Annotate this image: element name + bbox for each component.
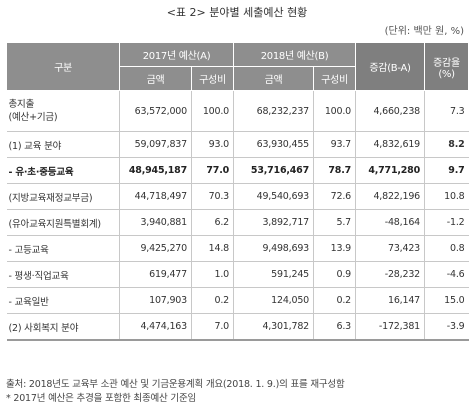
table-title: <표 2> 분야별 세출예산 현황 — [166, 6, 308, 19]
header-category: 구분 — [6, 42, 120, 91]
amount-2017: 619,477 — [119, 261, 192, 288]
row-label: 총지출 (예산+기금) — [6, 90, 120, 132]
share-2018: 5.7 — [313, 209, 357, 236]
amount-2018: 68,232,237 — [233, 90, 315, 132]
row-label: - 고등교육 — [6, 235, 120, 262]
row-label: (유아교육지원특별회계) — [6, 209, 120, 236]
share-2018: 0.2 — [313, 287, 357, 314]
table-notes: 출처: 2018년도 교육부 소관 예산 및 기금운용계획 개요(2018. 1… — [6, 378, 345, 406]
change-amount: 16,147 — [355, 287, 426, 314]
change-rate: 0.8 — [424, 235, 469, 262]
amount-2017: 59,097,837 — [119, 131, 192, 158]
table-row: (유아교육지원특별회계) 3,940,881 6.2 3,892,717 5.7… — [6, 209, 469, 236]
row-label: (1) 교육 분야 — [6, 131, 120, 158]
share-2018: 93.7 — [313, 131, 357, 158]
header-change: 증감(B-A) — [355, 42, 426, 91]
table-row: (지방교육재정교부금) 44,718,497 70.3 49,540,693 7… — [6, 183, 469, 210]
amount-2017: 107,903 — [119, 287, 192, 314]
row-label: - 교육일반 — [6, 287, 120, 314]
change-amount: 4,822,196 — [355, 183, 426, 210]
header-budget-2018: 2018년 예산(B) — [233, 42, 357, 67]
share-2017: 0.2 — [191, 287, 235, 314]
amount-2018: 124,050 — [233, 287, 315, 314]
amount-2017: 44,718,497 — [119, 183, 192, 210]
share-2018: 100.0 — [313, 90, 357, 132]
table-row: - 유·초·중등교육 48,945,187 77.0 53,716,467 78… — [6, 157, 469, 184]
change-amount: -172,381 — [355, 313, 426, 341]
amount-2017: 4,474,163 — [119, 313, 192, 341]
header-share-2018: 구성비 — [313, 66, 357, 91]
change-rate: 10.8 — [424, 183, 469, 210]
amount-2017: 3,940,881 — [119, 209, 192, 236]
budget-table: 구분 2017년 예산(A) 2018년 예산(B) 증감(B-A) 증감율(%… — [6, 42, 470, 341]
amount-2018: 4,301,782 — [233, 313, 315, 341]
share-2017: 6.2 — [191, 209, 235, 236]
change-rate: 8.2 — [424, 131, 469, 158]
share-2018: 6.3 — [313, 313, 357, 341]
table-row: - 교육일반 107,903 0.2 124,050 0.2 16,147 15… — [6, 287, 469, 314]
change-rate: 9.7 — [424, 157, 469, 184]
share-2017: 100.0 — [191, 90, 235, 132]
row-label: (2) 사회복지 분야 — [6, 313, 120, 341]
share-2018: 13.9 — [313, 235, 357, 262]
amount-2018: 53,716,467 — [233, 157, 315, 184]
share-2018: 72.6 — [313, 183, 357, 210]
change-rate: -3.9 — [424, 313, 469, 341]
amount-2018: 3,892,717 — [233, 209, 315, 236]
header-budget-2017: 2017년 예산(A) — [118, 42, 235, 67]
amount-2018: 49,540,693 — [233, 183, 315, 210]
table-row: (1) 교육 분야 59,097,837 93.0 63,930,455 93.… — [6, 131, 469, 158]
unit-label: (단위: 백만 원, %) — [384, 26, 464, 37]
share-2017: 1.0 — [191, 261, 235, 288]
amount-2017: 48,945,187 — [119, 157, 192, 184]
change-rate: -4.6 — [424, 261, 469, 288]
row-label: (지방교육재정교부금) — [6, 183, 120, 210]
change-amount: 4,660,238 — [355, 90, 426, 132]
table-row: (2) 사회복지 분야 4,474,163 7.0 4,301,782 6.3 … — [6, 313, 469, 341]
header-change-rate: 증감율(%) — [424, 42, 470, 91]
change-amount: 4,832,619 — [355, 131, 426, 158]
source-note: 출처: 2018년도 교육부 소관 예산 및 기금운용계획 개요(2018. 1… — [6, 379, 345, 390]
change-rate: 15.0 — [424, 287, 469, 314]
table-row: - 평생·직업교육 619,477 1.0 591,245 0.9 -28,23… — [6, 261, 469, 288]
header-amount-2017: 금액 — [119, 66, 192, 91]
table-row: 총지출 (예산+기금) 63,572,000 100.0 68,232,237 1… — [6, 90, 469, 132]
change-amount: 4,771,280 — [355, 157, 426, 184]
change-amount: -28,232 — [355, 261, 426, 288]
amount-2018: 63,930,455 — [233, 131, 315, 158]
share-2017: 93.0 — [191, 131, 235, 158]
amount-2017: 63,572,000 — [119, 90, 192, 132]
share-2017: 77.0 — [191, 157, 235, 184]
change-rate: 7.3 — [424, 90, 469, 132]
share-2017: 70.3 — [191, 183, 235, 210]
table-row: - 고등교육 9,425,270 14.8 9,498,693 13.9 73,… — [6, 235, 469, 262]
amount-2018: 9,498,693 — [233, 235, 315, 262]
amount-2017: 9,425,270 — [119, 235, 192, 262]
header-amount-2018: 금액 — [233, 66, 315, 91]
share-2018: 78.7 — [313, 157, 357, 184]
share-2017: 7.0 — [191, 313, 235, 341]
change-amount: 73,423 — [355, 235, 426, 262]
change-amount: -48,164 — [355, 209, 426, 236]
row-label: - 평생·직업교육 — [6, 261, 120, 288]
header-share-2017: 구성비 — [190, 66, 235, 91]
row-label: - 유·초·중등교육 — [6, 157, 120, 184]
share-2017: 14.8 — [191, 235, 235, 262]
amount-2018: 591,245 — [233, 261, 315, 288]
footnote: * 2017년 예산은 추경을 포함한 최종예산 기준임 — [6, 393, 197, 404]
change-rate: -1.2 — [424, 209, 469, 236]
share-2018: 0.9 — [313, 261, 357, 288]
